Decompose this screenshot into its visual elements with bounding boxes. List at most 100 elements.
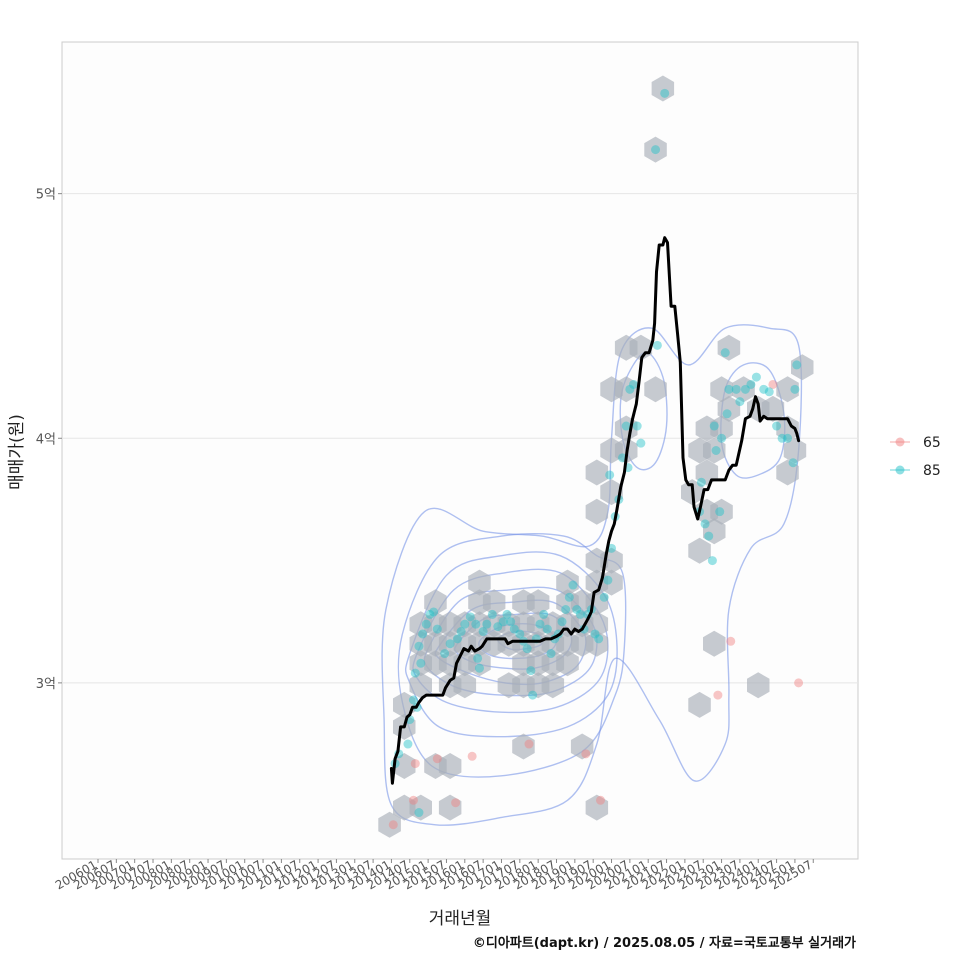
point-85-23 xyxy=(474,663,484,673)
point-85-65 xyxy=(636,438,646,448)
point-65-4 xyxy=(467,751,477,761)
point-65-6 xyxy=(524,739,534,749)
point-85-28 xyxy=(498,617,508,627)
point-85-74 xyxy=(707,556,717,566)
hexbin-cell-71 xyxy=(585,498,609,525)
point-85-8 xyxy=(416,658,426,668)
point-65-3 xyxy=(432,754,442,764)
hexbin-cell-78 xyxy=(614,376,638,403)
point-85-90 xyxy=(788,458,798,468)
point-85-47 xyxy=(568,580,578,590)
point-85-41 xyxy=(546,649,556,659)
point-85-48 xyxy=(572,604,582,614)
point-85-16 xyxy=(445,639,455,649)
point-85-84 xyxy=(751,372,761,382)
point-85-5 xyxy=(408,695,418,705)
point-85-26 xyxy=(487,609,497,619)
point-85-25 xyxy=(482,619,492,629)
point-85-15 xyxy=(440,649,450,659)
point-85-63 xyxy=(629,379,639,389)
point-85-20 xyxy=(465,612,475,622)
hexbin-cell-82 xyxy=(644,136,667,163)
point-65-0 xyxy=(388,820,398,830)
hexbin-cell-66 xyxy=(556,569,579,596)
point-85-72 xyxy=(700,519,710,529)
hexbin-cell-94 xyxy=(717,395,741,422)
point-65-5 xyxy=(410,759,420,769)
hexbin-cell-93 xyxy=(710,415,733,442)
hexbin-cell-65 xyxy=(468,569,491,596)
x-axis-title: 거래년월 xyxy=(429,909,492,929)
point-65-1 xyxy=(408,795,418,805)
point-85-35 xyxy=(526,666,536,676)
trend-line-path xyxy=(389,236,801,785)
point-85-95 xyxy=(696,477,706,487)
hexbin-cell-68 xyxy=(600,569,623,596)
point-85-54 xyxy=(594,634,604,644)
point-85-76 xyxy=(711,446,721,455)
y-tick-label-1: 4억 xyxy=(36,432,56,447)
density-contour-3 xyxy=(412,568,609,714)
point-85-12 xyxy=(425,609,435,619)
hexbin-cell-57 xyxy=(424,589,447,616)
point-85-64 xyxy=(632,421,642,431)
point-85-39 xyxy=(539,609,549,619)
legend-item-65: 65 xyxy=(890,435,941,451)
hexbin-cell-8 xyxy=(512,733,535,760)
point-85-29 xyxy=(502,609,512,619)
point-85-10 xyxy=(418,629,428,639)
hexbin-cell-104 xyxy=(776,376,799,403)
hexbin-cell-43 xyxy=(585,630,609,657)
point-65-8 xyxy=(596,795,606,805)
point-85-94 xyxy=(709,421,719,431)
hexbin-cell-56 xyxy=(585,611,609,638)
point-85-75 xyxy=(715,507,725,517)
trend-line xyxy=(389,236,801,785)
point-65-2 xyxy=(451,798,461,808)
point-85-77 xyxy=(717,433,727,443)
hexbin-cell-81 xyxy=(644,376,667,403)
point-85-56 xyxy=(603,575,613,585)
point-85-69 xyxy=(660,88,670,98)
point-85-91 xyxy=(790,384,800,394)
hexbin-cell-26 xyxy=(468,650,491,677)
point-85-6 xyxy=(414,808,424,818)
point-85-83 xyxy=(746,379,756,389)
point-85-44 xyxy=(557,617,567,627)
point-85-14 xyxy=(432,624,442,634)
hexbin-cell-21 xyxy=(688,691,711,718)
y-axis-title: 매매가(원) xyxy=(7,414,27,490)
point-85-55 xyxy=(599,592,609,602)
point-85-46 xyxy=(564,592,574,602)
hexbin-layer xyxy=(378,75,814,838)
hexbin-cell-20 xyxy=(703,630,726,657)
point-85-19 xyxy=(460,619,470,629)
hexbin-cell-18 xyxy=(541,672,565,699)
hexbin-cell-61 xyxy=(526,589,550,616)
legend-item-85: 85 xyxy=(890,463,941,479)
hexbin-cell-97 xyxy=(717,334,741,361)
scatter-points xyxy=(388,88,804,830)
point-85-22 xyxy=(473,653,483,663)
hexbin-cell-101 xyxy=(783,437,807,464)
point-85-92 xyxy=(792,360,802,370)
hexbin-cell-96 xyxy=(710,376,733,403)
hexbin-cell-100 xyxy=(776,415,799,442)
point-85-38 xyxy=(535,619,545,629)
point-85-50 xyxy=(579,624,589,634)
point-85-68 xyxy=(652,340,662,350)
hexbin-cell-87 xyxy=(703,518,726,545)
hexbin-cell-72 xyxy=(585,459,609,486)
hexbin-cell-103 xyxy=(791,354,814,381)
point-85-93 xyxy=(720,348,730,358)
point-85-49 xyxy=(575,609,585,619)
point-85-31 xyxy=(509,624,519,634)
legend-key-85 xyxy=(895,465,905,475)
point-85-40 xyxy=(542,624,552,634)
hexbin-cell-73 xyxy=(600,479,623,506)
hexbin-cell-91 xyxy=(703,437,726,464)
point-85-79 xyxy=(724,384,734,394)
point-85-80 xyxy=(731,384,741,394)
point-65-9 xyxy=(726,636,736,646)
point-85-13 xyxy=(429,607,439,617)
